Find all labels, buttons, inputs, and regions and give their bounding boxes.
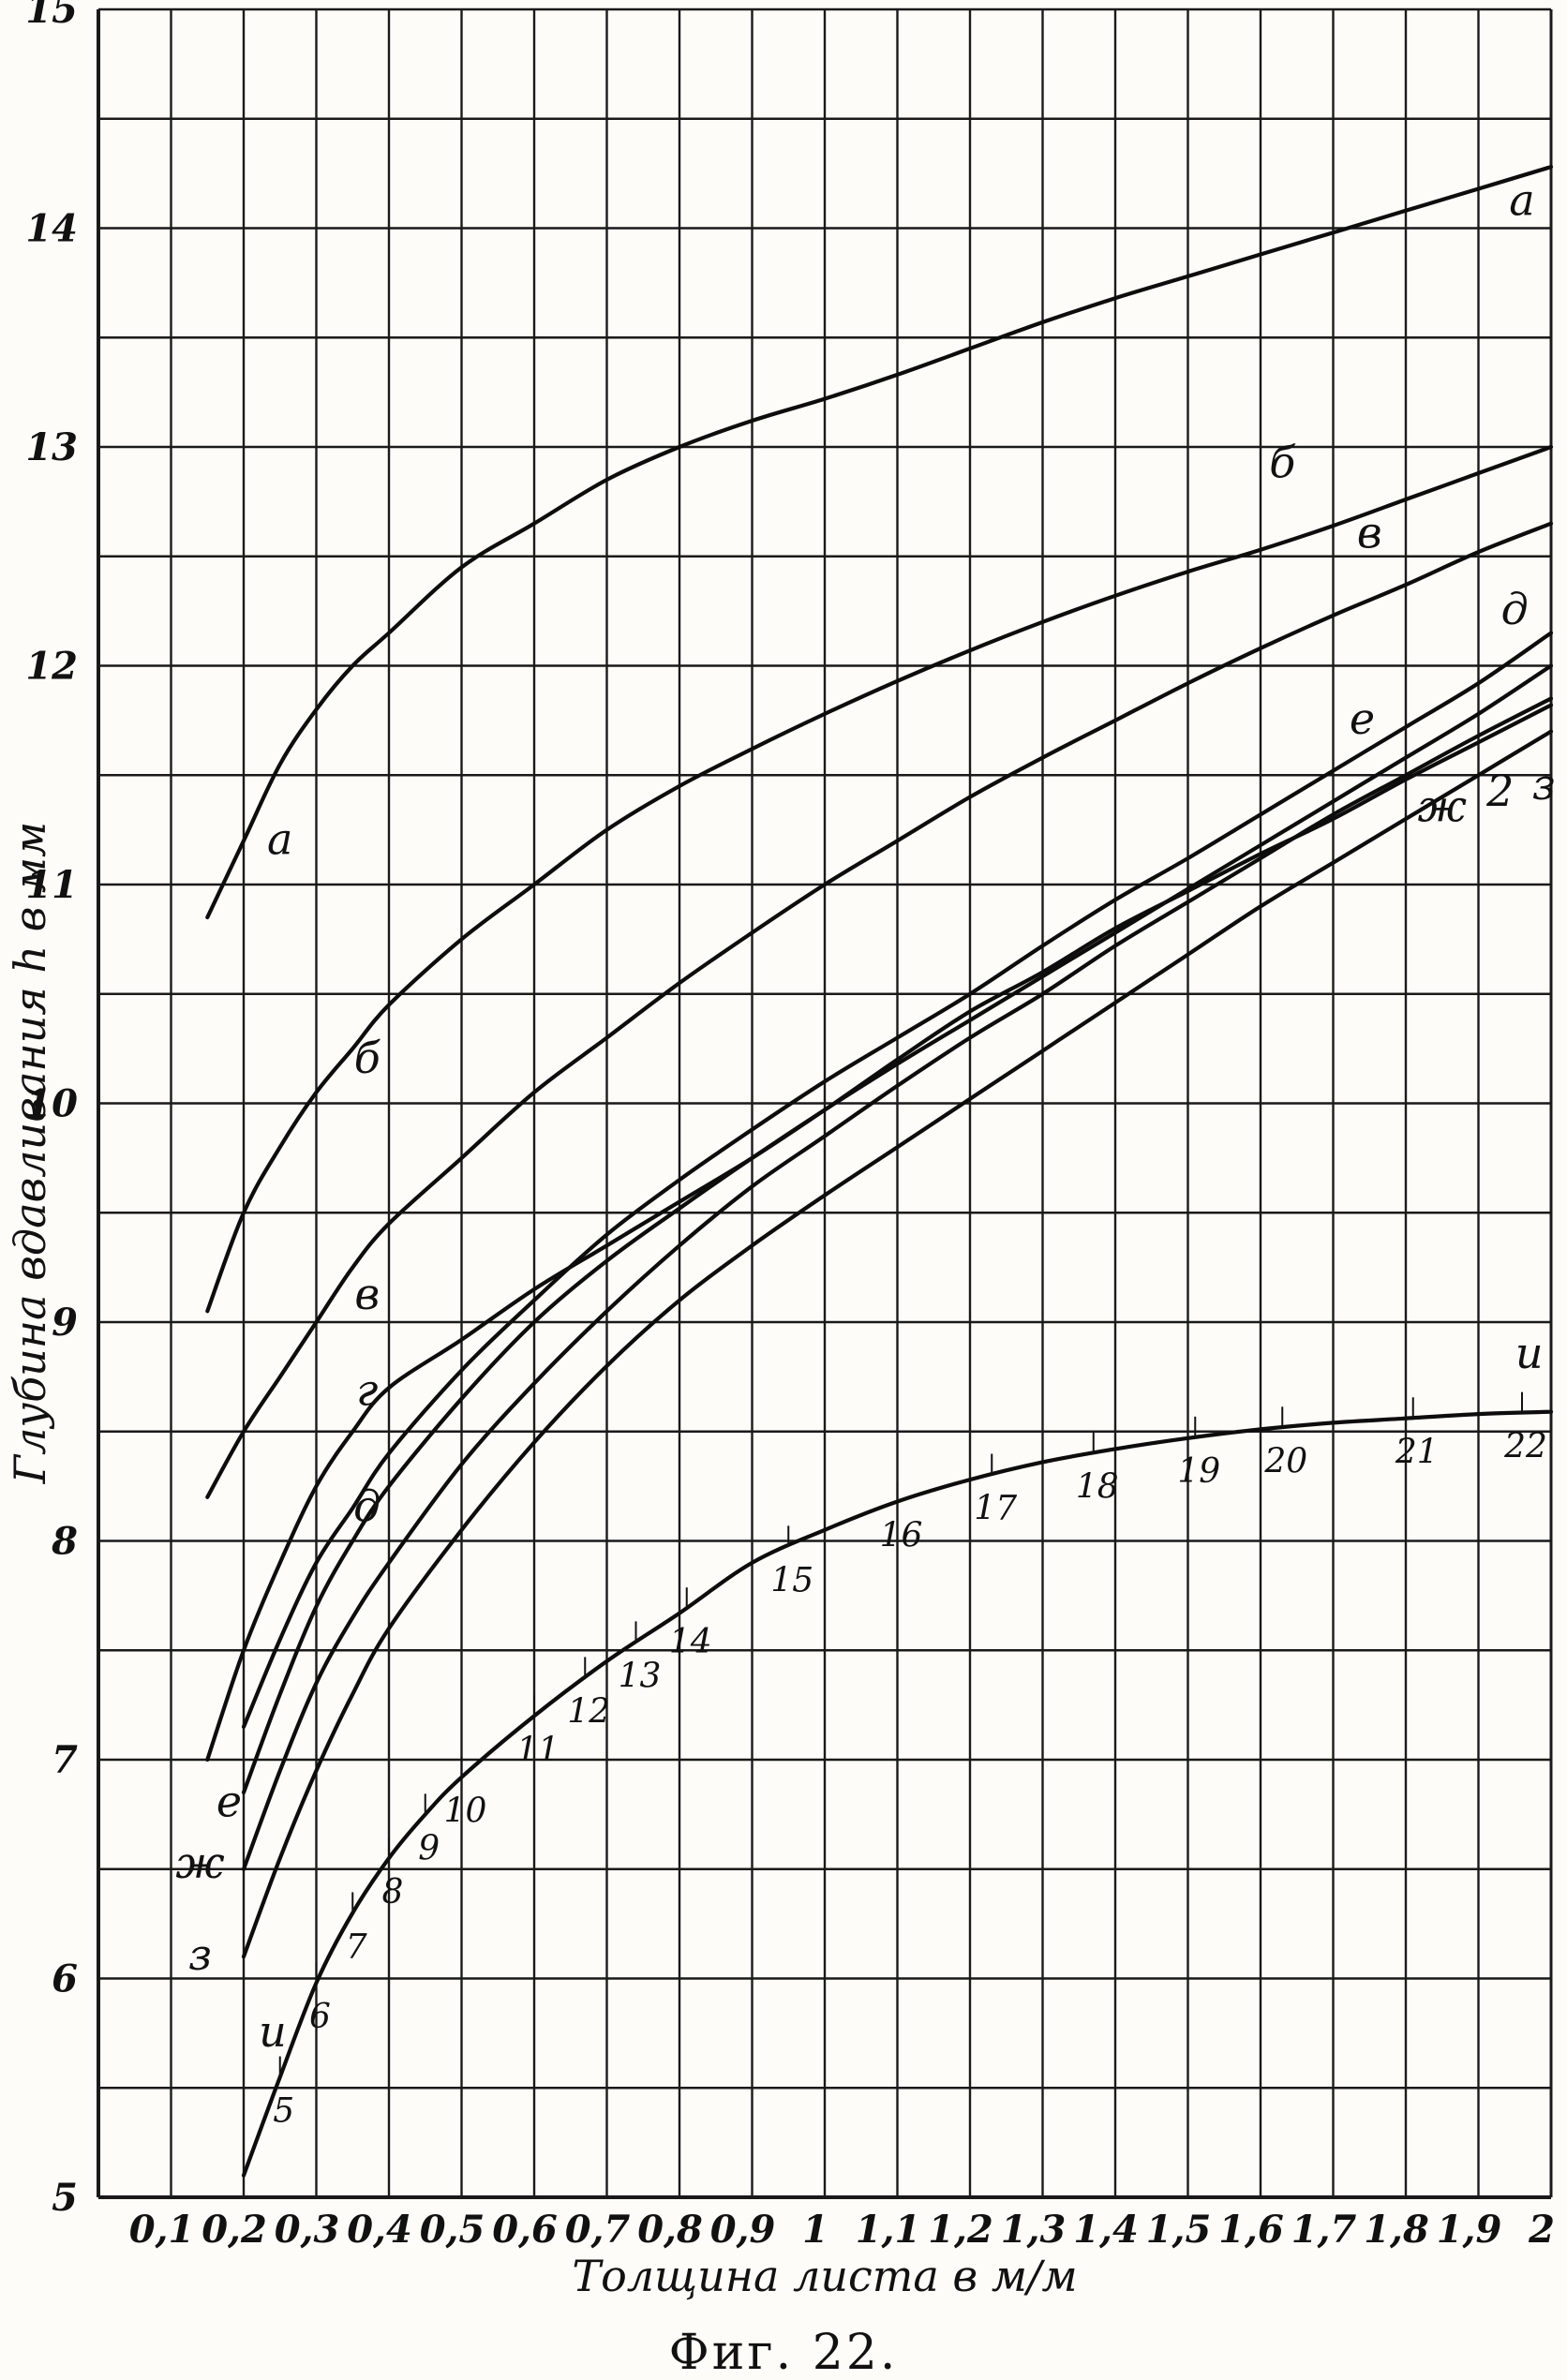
curve-label-3: б — [354, 1033, 381, 1083]
curve-label-10: е — [216, 1777, 242, 1827]
y-tick-label: 5 — [52, 2176, 78, 2220]
y-tick-label: 13 — [25, 425, 78, 469]
point-label-13: 13 — [619, 1657, 662, 1695]
series-line-з — [241, 729, 1554, 1959]
x-tick-label: 1,1 — [856, 2208, 921, 2252]
x-tick-label: 0,6 — [492, 2208, 558, 2252]
point-label-19: 19 — [1177, 1452, 1220, 1491]
curve-label-1: а — [267, 813, 292, 864]
x-tick-label: 1,4 — [1073, 2208, 1139, 2252]
point-label-16: 16 — [880, 1516, 923, 1554]
x-tick-label: 0,2 — [201, 2208, 267, 2252]
curve-label-5: в — [354, 1269, 380, 1319]
x-tick-label: 0,5 — [420, 2208, 485, 2252]
point-label-21: 21 — [1395, 1433, 1439, 1471]
curve-label-0: а — [1509, 174, 1534, 225]
y-tick-label: 10 — [25, 1082, 78, 1126]
y-tick-label: 12 — [25, 645, 78, 689]
curve-label-6: г — [356, 1365, 378, 1416]
curve-label-9: е — [1350, 693, 1375, 744]
x-tick-label: 0,8 — [637, 2208, 703, 2252]
x-tick-label: 0,3 — [275, 2208, 340, 2252]
figure-caption: Фиг. 22. — [669, 2325, 899, 2380]
point-label-10: 10 — [444, 1792, 487, 1831]
x-tick-label: 0,9 — [710, 2208, 776, 2252]
series-line-в — [205, 521, 1554, 1499]
point-label-18: 18 — [1076, 1468, 1119, 1507]
curve-label-11: ж — [1418, 781, 1467, 831]
y-tick-label: 6 — [52, 1957, 78, 2001]
x-tick-label: 1,9 — [1437, 2208, 1502, 2252]
series-line-а — [205, 165, 1554, 920]
series-line-б — [205, 444, 1554, 1314]
series-line-д — [241, 631, 1554, 1730]
y-tick-label: 15 — [25, 0, 78, 32]
point-label-12: 12 — [567, 1692, 610, 1731]
curve-label-8: д — [353, 1480, 381, 1531]
series-line-и — [241, 1409, 1554, 2178]
point-label-14: 14 — [669, 1623, 712, 1661]
y-axis-title: Глубина вдавливания h в мм — [5, 822, 55, 1485]
x-tick-label: 1,3 — [1001, 2208, 1067, 2252]
series-line-ж — [241, 696, 1554, 1871]
curve-label-13: з — [1532, 759, 1556, 810]
curve-label-16: и — [259, 2006, 287, 2057]
x-tick-label: 1 — [802, 2208, 828, 2252]
point-label-9: 9 — [418, 1829, 440, 1867]
x-tick-label: 2 — [1528, 2208, 1555, 2252]
y-tick-label: 8 — [51, 1520, 78, 1564]
curve-label-12: ж — [175, 1837, 224, 1888]
curve-label-4: в — [1357, 507, 1382, 558]
point-label-8: 8 — [382, 1873, 404, 1911]
y-tick-label: 11 — [25, 863, 78, 907]
point-label-11: 11 — [516, 1731, 560, 1769]
series-line-е — [241, 663, 1554, 1795]
x-tick-label: 0,4 — [347, 2208, 412, 2252]
x-tick-label: 0,1 — [129, 2208, 195, 2252]
curve-label-17: 2 — [1485, 766, 1514, 816]
point-label-5: 5 — [273, 2092, 294, 2131]
curve-label-15: и — [1515, 1328, 1544, 1378]
point-label-6: 6 — [309, 1998, 331, 2036]
curve-label-7: д — [1501, 584, 1529, 634]
point-label-7: 7 — [346, 1927, 367, 1966]
x-tick-label: 1,6 — [1218, 2208, 1284, 2252]
point-label-15: 15 — [770, 1561, 813, 1599]
x-axis-title: Толщина листа в м/м — [572, 2251, 1077, 2301]
x-tick-label: 1,7 — [1291, 2208, 1357, 2252]
point-label-20: 20 — [1263, 1442, 1307, 1480]
y-tick-label: 7 — [52, 1738, 78, 1782]
x-tick-label: 1,5 — [1146, 2208, 1212, 2252]
point-label-22: 22 — [1503, 1428, 1547, 1466]
x-tick-label: 1,2 — [928, 2208, 993, 2252]
x-tick-label: 0,7 — [565, 2208, 631, 2252]
curve-label-14: з — [188, 1929, 212, 1980]
tick-labels: 0,1 0,2 0,3 0,4 0,5 0,6 0,7 0,8 0,9 1 1,1 1,2 1,3 1,4… — [25, 0, 1555, 2252]
x-tick-label: 1,8 — [1364, 2208, 1429, 2252]
curves — [205, 165, 1554, 2178]
point-label-17: 17 — [974, 1490, 1017, 1528]
y-tick-label: 9 — [52, 1301, 78, 1345]
grid — [97, 7, 1553, 2199]
y-tick-label: 14 — [25, 207, 78, 251]
curve-label-2: б — [1269, 438, 1296, 488]
